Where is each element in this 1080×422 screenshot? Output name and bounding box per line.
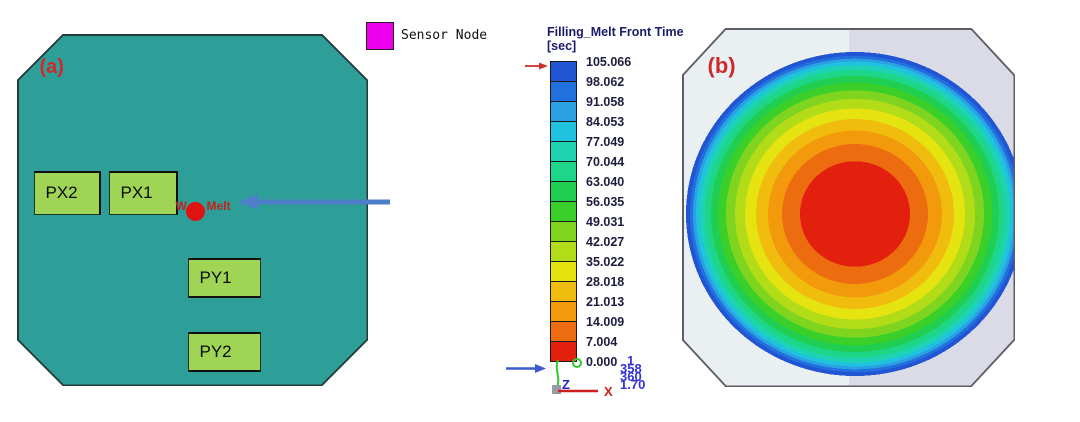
- origin-cube-icon: [552, 385, 561, 394]
- colorbar-tick-label: 35.022: [586, 255, 625, 269]
- colorbar-tick-label: 70.044: [586, 155, 625, 169]
- colorbar-segment: [550, 241, 577, 262]
- colorbar-min-arrow: [506, 364, 546, 373]
- node-number: 358: [620, 361, 642, 376]
- colorbar-tick-label: 14.009: [586, 315, 625, 329]
- y-axis-icon: [555, 359, 560, 389]
- colorbar-segment: [550, 61, 577, 82]
- colorbar-max-arrow: [525, 62, 548, 70]
- panel-b-label: (b): [707, 52, 736, 78]
- colorbar-segment: [550, 101, 577, 122]
- sensor-node-py2: PY2: [187, 331, 261, 372]
- colorbar-tick-label: 21.013: [586, 295, 625, 309]
- colorbar-unit: [sec]: [547, 39, 577, 53]
- colorbar-tick-label: 0.000: [586, 355, 618, 369]
- node-number: 360: [620, 369, 642, 384]
- x-axis-label: X: [604, 384, 613, 399]
- melt-pointer-arrow: [238, 194, 390, 210]
- sensor-py1-label: PY1: [199, 267, 232, 287]
- colorbar-tick-label: 56.035: [586, 195, 625, 209]
- plate-a: (a) PX2 PX1 PY1 PY2 W Melt: [17, 34, 368, 386]
- origin-marker-icon: [572, 358, 582, 368]
- melt-front-contour: [683, 29, 1014, 386]
- colorbar-ticks: 105.066 98.062 91.058 84.053 77.049 70.044 63.…: [586, 55, 656, 369]
- colorbar-tick-label: 63.040: [586, 175, 625, 189]
- node-number: 1.70: [620, 377, 646, 392]
- melt-entrance-dot: [185, 201, 205, 221]
- colorbar-segment: [550, 81, 577, 102]
- melt-prefix-text: W: [175, 198, 187, 213]
- sensor-px1-label: PX1: [120, 183, 153, 202]
- colorbar-tick-label: 42.027: [586, 235, 625, 249]
- colorbar-segment: [550, 261, 577, 282]
- colorbar: [550, 61, 577, 362]
- sensor-node-py1: PY1: [187, 257, 261, 298]
- colorbar-segment: [550, 201, 577, 222]
- colorbar-segment: [550, 161, 577, 182]
- sensor-node-px1: PX1: [108, 170, 178, 215]
- plate-a-surface: (a) PX2 PX1 PY1 PY2 W Melt: [18, 35, 367, 385]
- node-number-stack: 1 358 360 1.70: [620, 354, 660, 398]
- melt-label: Melt: [206, 198, 231, 213]
- sensor-node-legend-label: Sensor Node: [401, 28, 488, 43]
- colorbar-segment: [550, 221, 577, 242]
- colorbar-tick-label: 84.053: [586, 115, 625, 129]
- colorbar-segment: [550, 341, 577, 362]
- colorbar-segment: [550, 321, 577, 342]
- sensor-py2-label: PY2: [199, 341, 232, 361]
- colorbar-tick-label: 77.049: [586, 135, 625, 149]
- z-axis-label: Z: [562, 377, 570, 392]
- colorbar-tick-label: 98.062: [586, 75, 625, 89]
- colorbar-title: Filling_Melt Front Time [sec]: [547, 25, 684, 53]
- sensor-px2-label: PX2: [45, 183, 78, 202]
- colorbar-title-text: Filling_Melt Front Time: [547, 25, 684, 39]
- colorbar-segment: [550, 181, 577, 202]
- coordinate-triad: Z X: [552, 358, 613, 399]
- colorbar-tick-label: 7.004: [586, 335, 618, 349]
- colorbar-segment: [550, 281, 577, 302]
- colorbar-tick-label: 49.031: [586, 215, 625, 229]
- panel-a-label: (a): [39, 55, 64, 78]
- colorbar-segment: [550, 121, 577, 142]
- colorbar-tick-label: 28.018: [586, 275, 625, 289]
- colorbar-tick-label: 91.058: [586, 95, 625, 109]
- plate-b: (b): [682, 28, 1015, 387]
- node-number: 1: [627, 353, 635, 368]
- plate-b-surface: (b): [683, 29, 1014, 386]
- sensor-node-legend-swatch: [366, 22, 394, 50]
- colorbar-segment: [550, 301, 577, 322]
- colorbar-segment: [550, 141, 577, 162]
- colorbar-tick-label: 105.066: [586, 55, 632, 69]
- sensor-node-px2: PX2: [33, 170, 101, 215]
